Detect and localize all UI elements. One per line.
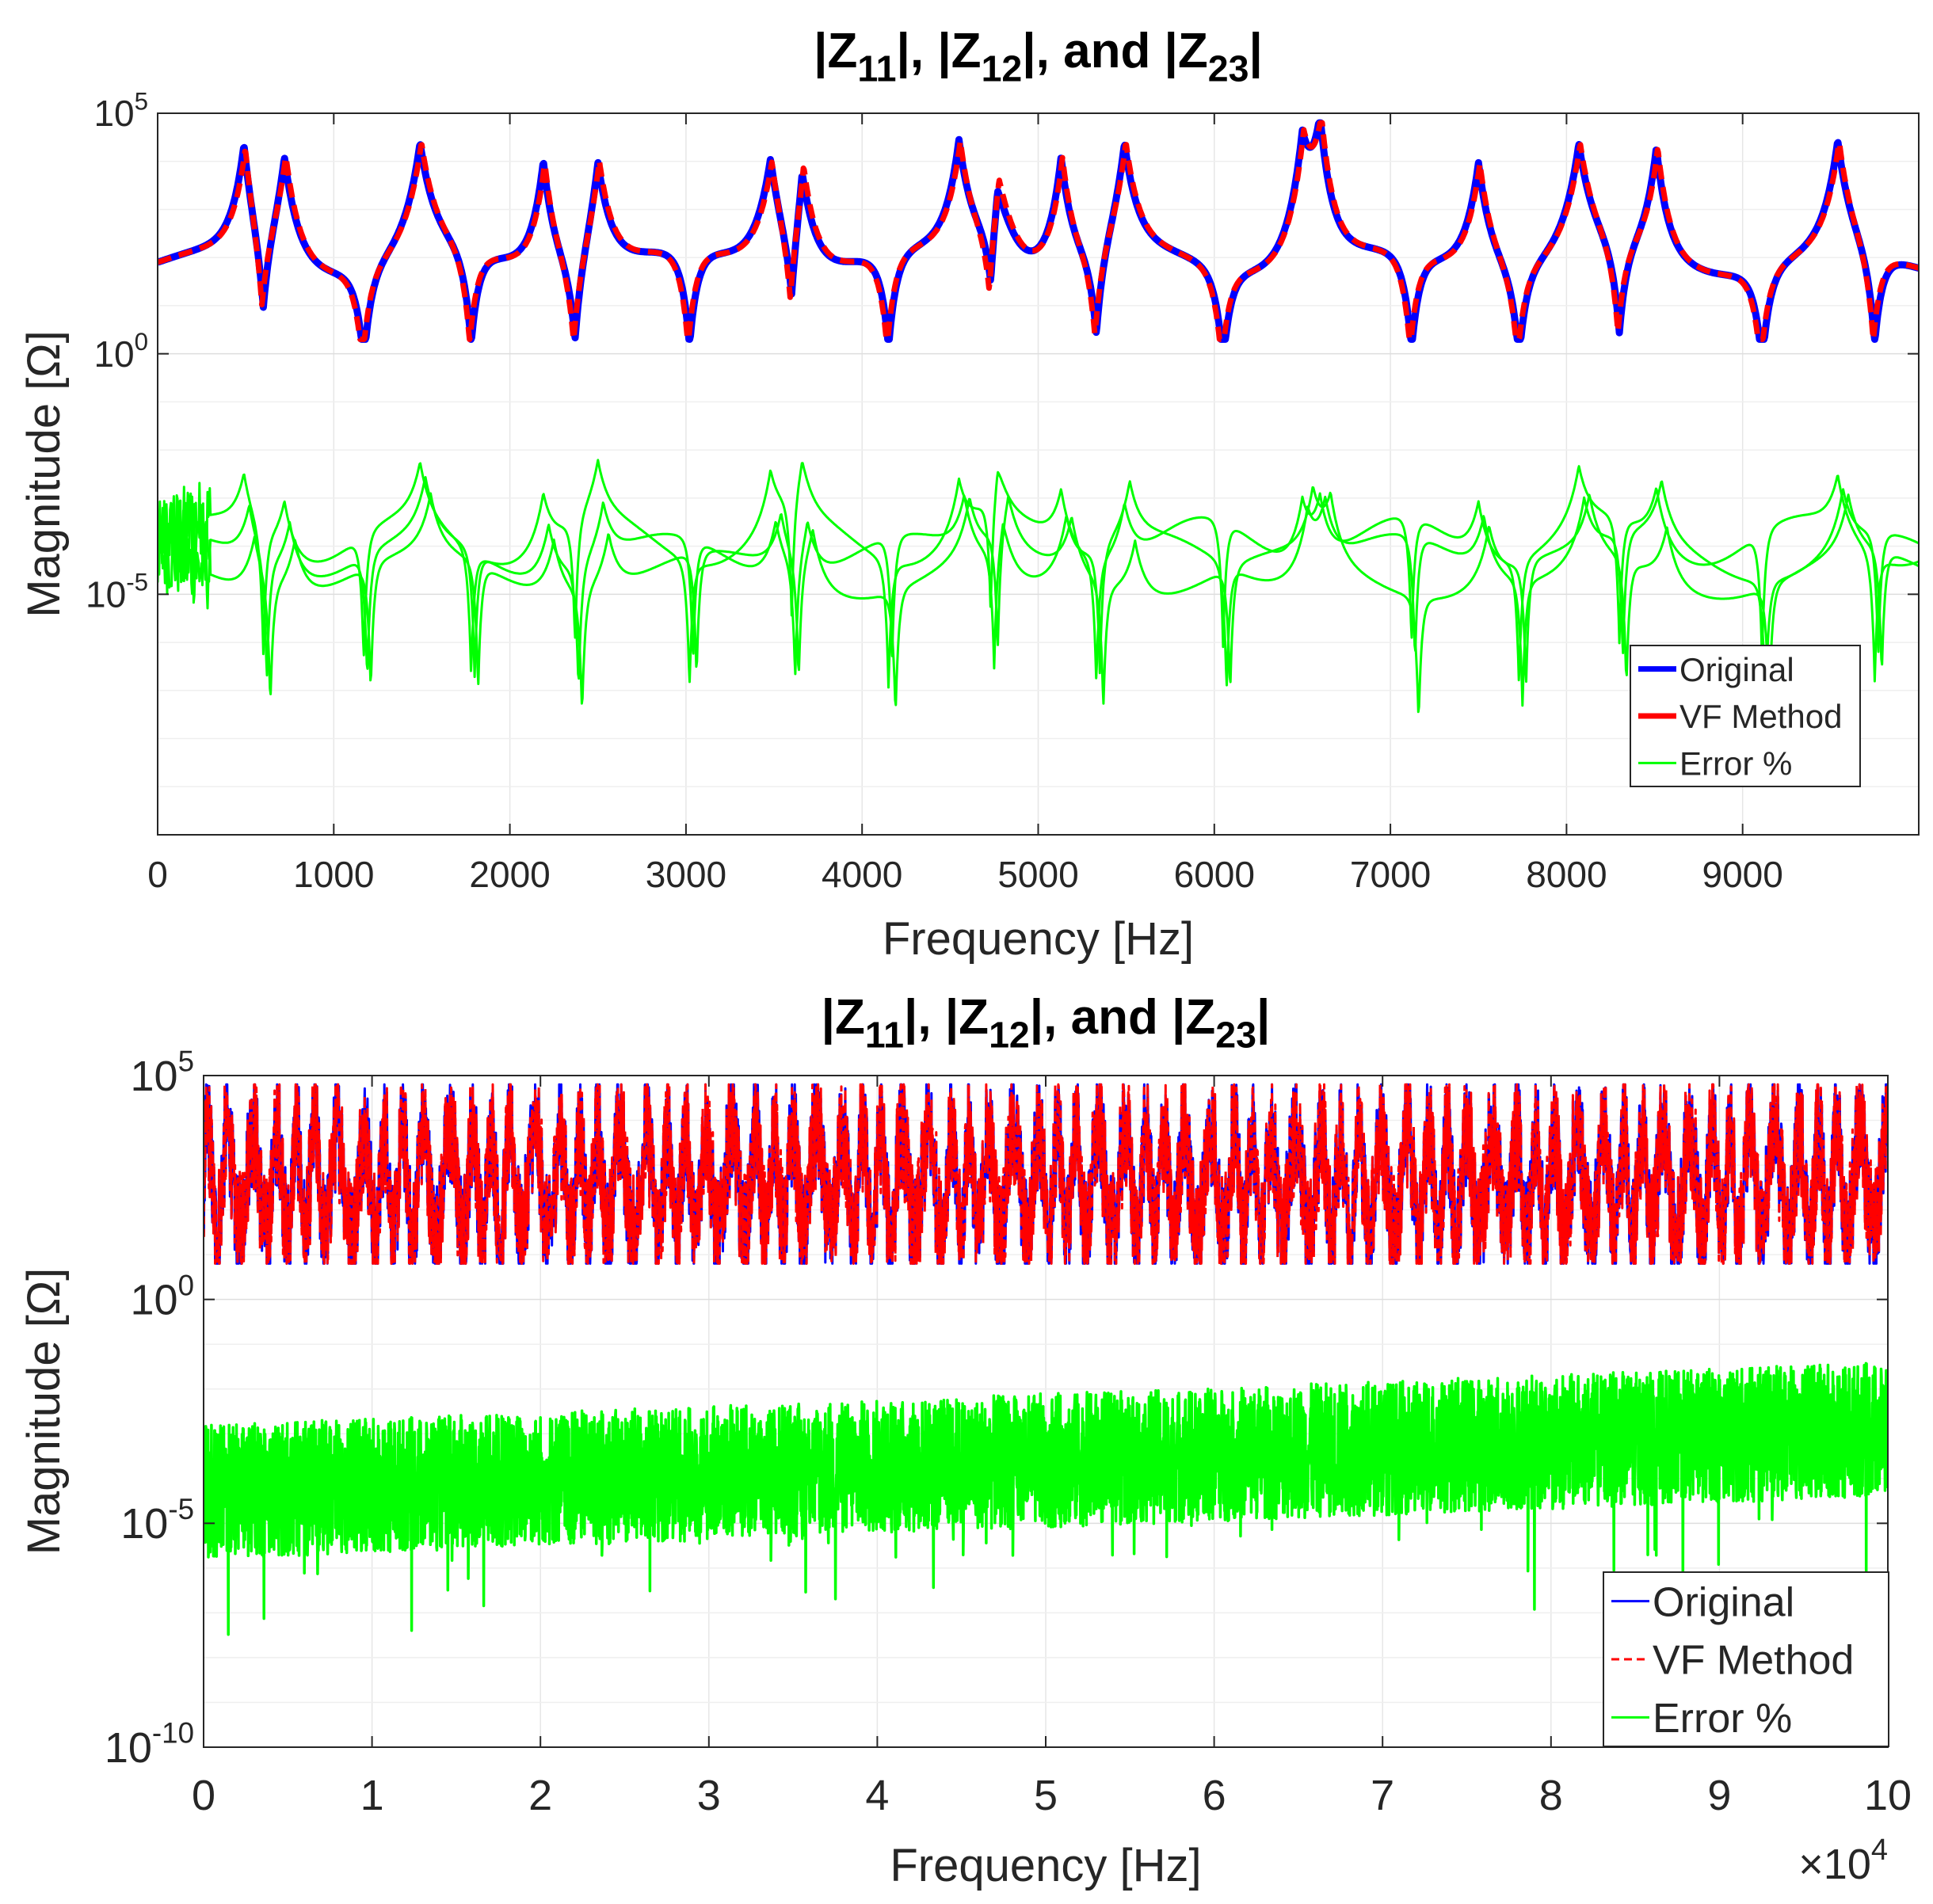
x-tick-label: 7 [1371,1772,1394,1819]
y-tick-label: 105 [93,87,148,134]
chart-title: |Z11|, |Z12|, and |Z23| [822,990,1271,1055]
legend-label: VF Method [1653,1638,1854,1684]
x-tick-label: 6 [1203,1772,1226,1819]
x-tick-label: 5000 [997,854,1078,895]
x-tick-label: 5 [1034,1772,1058,1819]
series-group [204,1083,1888,1636]
x-tick-label: 3000 [646,854,726,895]
y-tick-label: 10-10 [105,1717,194,1772]
chart-title: |Z11|, |Z12|, and |Z23| [814,24,1263,89]
chart-1: 0 1000 2000 3000 4000 5000 6000 7000 8000 9000 105… [18,24,1920,965]
x-tick-label: 0 [192,1772,215,1819]
y-tick-label: 10-5 [120,1493,194,1548]
x-tick-label: 6000 [1174,854,1255,895]
legend-box [1603,1571,1889,1747]
series-error-line [204,1361,1888,1636]
x-axis-label: Frequency [Hz] [883,913,1194,965]
legend-label: Original [1653,1579,1794,1625]
x-tick-label: 4000 [822,854,902,895]
x-tick-label: 3 [697,1772,721,1819]
x-tick-label: 8000 [1526,854,1607,895]
y-tick-label: 100 [93,328,148,375]
legend: Original VF Method Error % [1603,1571,1889,1747]
y-axis-label: Magnitude [Ω] [18,1268,70,1556]
legend-label: Original [1679,651,1794,688]
x-tick-label: 9000 [1702,854,1783,895]
series-error-line [158,476,1919,707]
chart-2: 0 1 2 3 4 5 6 7 8 9 10 105 100 10-5 10-10 |Z11|, |Z12|,… [18,990,1912,1891]
y-axis-label: Magnitude [Ω] [18,330,70,618]
legend-label: VF Method [1679,698,1842,735]
x-tick-label: 1000 [293,854,374,895]
series-error-line [158,486,1919,714]
y-tick-label: 10-5 [86,569,148,615]
series-vf-line [204,1083,1888,1265]
legend-label: Error % [1679,744,1792,782]
x-tick-label: 9 [1707,1772,1731,1819]
x-tick-label: 0 [147,854,168,895]
legend: Original VF Method Error % [1630,645,1861,787]
y-tick-label: 105 [131,1045,195,1100]
x-tick-label: 2 [528,1772,552,1819]
x-tick-label: 2000 [469,854,550,895]
x-tick-label: 7000 [1350,854,1431,895]
x-tick-label: 10 [1864,1772,1912,1819]
x-axis-label: Frequency [Hz] [890,1840,1201,1891]
x-exponent-label: ×104 [1798,1834,1888,1888]
series-vf-line [158,120,1919,342]
y-tick-label: 100 [131,1269,195,1323]
x-tick-label: 4 [865,1772,889,1819]
x-tick-label: 1 [360,1772,384,1819]
legend-label: Error % [1653,1696,1792,1742]
series-group [158,119,1919,714]
x-tick-label: 8 [1539,1772,1563,1819]
